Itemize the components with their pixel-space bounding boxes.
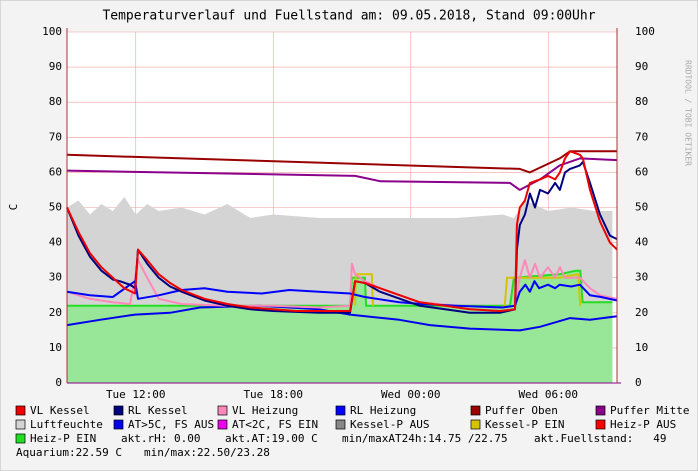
legend-swatch xyxy=(470,419,481,430)
y2-tick-label: 20 xyxy=(635,306,648,319)
y2-tick-label: 80 xyxy=(635,95,648,108)
x-tick-label: Wed 00:00 xyxy=(381,388,441,401)
y2-tick-label: 60 xyxy=(635,165,648,178)
legend-label: VL Kessel xyxy=(30,404,90,417)
y-tick-label: 90 xyxy=(49,60,62,73)
y2-tick-label: 30 xyxy=(635,271,648,284)
legend-swatch xyxy=(595,419,606,430)
y2-tick-label: 70 xyxy=(635,130,648,143)
legend-label: Heiz-P EIN xyxy=(30,432,96,445)
y-tick-label: 20 xyxy=(49,306,62,319)
legend-swatch xyxy=(470,405,481,416)
legend-note: Aquarium:22.59 C xyxy=(16,446,122,459)
y-tick-label: 10 xyxy=(49,341,62,354)
legend-label: RL Heizung xyxy=(350,404,416,417)
y-tick-label: 30 xyxy=(49,271,62,284)
y-tick-label: 50 xyxy=(49,201,62,214)
legend-label: Kessel-P EIN xyxy=(485,418,564,431)
y-tick-label: 40 xyxy=(49,236,62,249)
legend-swatch xyxy=(113,405,124,416)
legend-swatch xyxy=(15,433,26,444)
legend-label: Kessel-P AUS xyxy=(350,418,429,431)
y-tick-label: 60 xyxy=(49,165,62,178)
watermark: RRDTOOL / TOBI OETIKER xyxy=(684,60,693,166)
x-tick-label: Wed 06:00 xyxy=(518,388,578,401)
legend-note: min/maxAT24h:14.75 /22.75 xyxy=(342,432,508,445)
chart-title: Temperaturverlauf und Fuellstand am: 09.… xyxy=(102,9,595,24)
legend-label: Heiz-P AUS xyxy=(610,418,676,431)
legend-swatch xyxy=(15,419,26,430)
area xyxy=(67,270,613,383)
legend-label: RL Kessel xyxy=(128,404,188,417)
y-tick-label: 70 xyxy=(49,130,62,143)
legend-swatch xyxy=(217,405,228,416)
legend-swatch xyxy=(15,405,26,416)
legend-label: Puffer Mitte xyxy=(610,404,689,417)
legend-label: Puffer Oben xyxy=(485,404,558,417)
legend-note: min/max:22.50/23.28 xyxy=(144,446,270,459)
y-axis-label: C xyxy=(7,204,20,211)
line xyxy=(66,157,618,191)
x-tick-label: Tue 18:00 xyxy=(243,388,303,401)
legend-swatch xyxy=(113,419,124,430)
y2-tick-label: 50 xyxy=(635,201,648,214)
y2-tick-label: 40 xyxy=(635,236,648,249)
legend-note: akt.AT:19.00 C xyxy=(225,432,318,445)
legend-label: AT<2C, FS EIN xyxy=(232,418,318,431)
legend-note: akt.Fuellstand: 49 xyxy=(534,432,666,445)
y2-tick-label: 100 xyxy=(635,25,655,38)
y-tick-label: 100 xyxy=(42,25,62,38)
line xyxy=(66,304,618,332)
x-tick-label: Tue 12:00 xyxy=(106,388,166,401)
legend-swatch xyxy=(335,405,346,416)
legend-label: AT>5C, FS AUS xyxy=(128,418,214,431)
y-tick-label: 0 xyxy=(55,376,62,389)
y2-tick-label: 90 xyxy=(635,60,648,73)
legend-note: akt.rH: 0.00 xyxy=(121,432,200,445)
legend-label: VL Heizung xyxy=(232,404,298,417)
y2-tick-label: 10 xyxy=(635,341,648,354)
line xyxy=(66,280,618,309)
y-tick-label: 80 xyxy=(49,95,62,108)
line xyxy=(66,150,617,174)
legend-swatch xyxy=(335,419,346,430)
y2-tick-label: 0 xyxy=(635,376,642,389)
legend-swatch xyxy=(217,419,228,430)
legend-swatch xyxy=(595,405,606,416)
legend-label: Luftfeuchte xyxy=(30,418,103,431)
line xyxy=(66,150,618,312)
